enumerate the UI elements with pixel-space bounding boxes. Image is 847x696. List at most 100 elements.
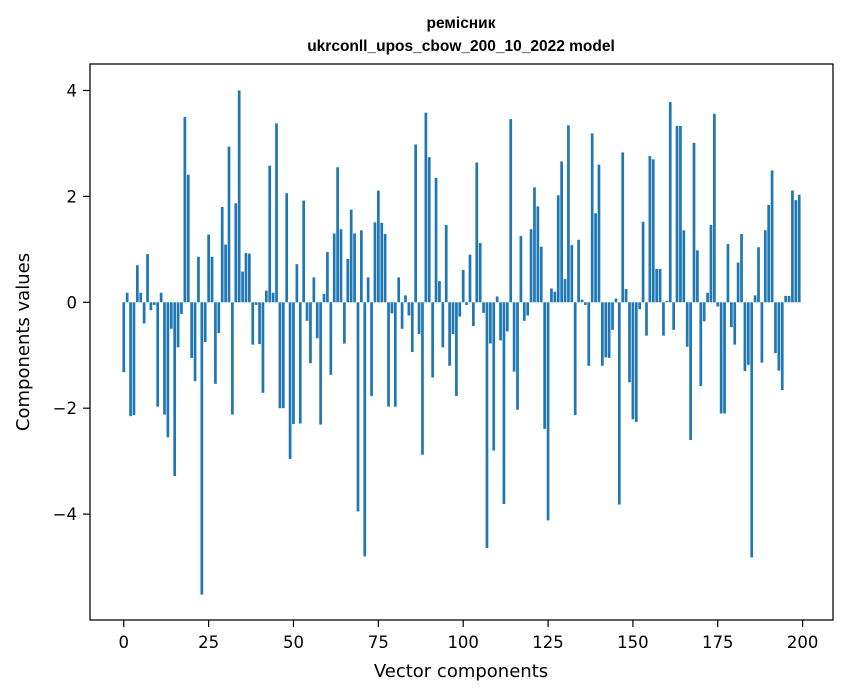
bar-32 <box>231 302 234 415</box>
bar-117 <box>519 236 523 303</box>
bar-99 <box>458 302 462 317</box>
bar-120 <box>529 229 533 303</box>
bar-14 <box>169 302 173 329</box>
bar-85 <box>410 302 414 353</box>
y-tick-label: 4 <box>67 81 78 100</box>
bar-77 <box>383 233 387 303</box>
x-tick-label: 0 <box>119 633 130 652</box>
bar-136 <box>584 302 587 305</box>
bar-121 <box>533 187 536 303</box>
bar-181 <box>736 262 740 303</box>
bar-113 <box>505 302 509 332</box>
bar-177 <box>723 302 726 414</box>
bar-49 <box>288 302 292 460</box>
bar-126 <box>550 288 553 303</box>
bar-34 <box>237 90 241 303</box>
bar-174 <box>713 113 716 303</box>
plot-frame <box>89 63 834 621</box>
bar-55 <box>309 302 312 364</box>
bar-22 <box>197 256 200 303</box>
bar-139 <box>594 213 597 303</box>
bar-19 <box>186 174 190 303</box>
bar-108 <box>488 302 492 344</box>
bar-46 <box>278 302 282 409</box>
bar-170 <box>699 302 703 386</box>
bar-179 <box>729 302 733 328</box>
bar-176 <box>719 302 723 414</box>
bar-27 <box>214 302 217 384</box>
bar-84 <box>407 302 411 316</box>
bar-97 <box>451 302 455 335</box>
bar-36 <box>244 253 248 303</box>
y-axis-ticks: −4 −2 0 2 4 <box>53 81 90 524</box>
bar-148 <box>624 289 628 303</box>
bar-115 <box>512 302 516 372</box>
bar-72 <box>366 277 370 303</box>
bar-140 <box>597 164 601 303</box>
bar-66 <box>346 258 350 303</box>
bar-180 <box>733 302 737 345</box>
bar-30 <box>224 244 227 303</box>
bar-15 <box>173 302 177 476</box>
bar-51 <box>295 264 299 303</box>
bar-52 <box>298 302 302 424</box>
bar-35 <box>241 271 244 303</box>
bar-60 <box>326 251 329 303</box>
x-axis-label: Vector components <box>374 661 548 682</box>
x-axis-ticks: 0 25 50 75 100 125 150 175 200 <box>119 620 819 652</box>
bar-87 <box>417 302 421 335</box>
bar-132 <box>570 245 574 303</box>
bar-39 <box>254 302 258 305</box>
bar-37 <box>248 253 251 303</box>
x-tick-label: 100 <box>447 633 479 652</box>
bar-172 <box>706 292 709 303</box>
bar-110 <box>495 296 499 303</box>
bar-95 <box>444 224 448 303</box>
bar-186 <box>753 295 757 303</box>
bar-45 <box>275 123 278 303</box>
bar-88 <box>421 302 424 455</box>
bar-6 <box>142 302 146 324</box>
bar-86 <box>414 144 418 303</box>
bar-48 <box>285 193 289 303</box>
bar-198 <box>794 200 798 303</box>
bar-0 <box>122 302 126 373</box>
chart-title: ремісник <box>427 15 496 32</box>
bar-89 <box>424 112 428 303</box>
bar-107 <box>485 302 489 548</box>
bar-103 <box>472 302 475 327</box>
bar-118 <box>522 302 526 321</box>
bar-116 <box>516 302 519 410</box>
bar-128 <box>556 195 560 303</box>
bar-29 <box>220 206 224 303</box>
bar-187 <box>757 247 760 303</box>
bar-47 <box>281 302 285 409</box>
bar-71 <box>363 302 367 557</box>
bar-147 <box>621 152 625 303</box>
bar-81 <box>397 277 401 303</box>
bar-68 <box>353 233 356 303</box>
bar-152 <box>638 302 642 310</box>
bar-65 <box>343 302 346 344</box>
bar-42 <box>264 290 268 303</box>
bar-144 <box>611 302 614 330</box>
bar-79 <box>390 302 394 314</box>
bar-162 <box>672 302 675 330</box>
bar-166 <box>685 302 689 347</box>
x-tick-label: 25 <box>198 633 219 652</box>
bar-150 <box>631 302 635 420</box>
bar-161 <box>668 102 672 303</box>
bar-171 <box>702 302 706 322</box>
bar-149 <box>628 302 631 383</box>
bar-175 <box>716 302 720 307</box>
bar-69 <box>356 302 360 512</box>
x-tick-label: 200 <box>787 633 819 652</box>
bar-155 <box>648 156 652 303</box>
bar-61 <box>329 302 333 375</box>
bar-135 <box>580 299 584 303</box>
bar-28 <box>217 302 221 333</box>
bar-154 <box>645 302 648 336</box>
bar-96 <box>448 302 451 366</box>
bar-123 <box>539 246 543 303</box>
